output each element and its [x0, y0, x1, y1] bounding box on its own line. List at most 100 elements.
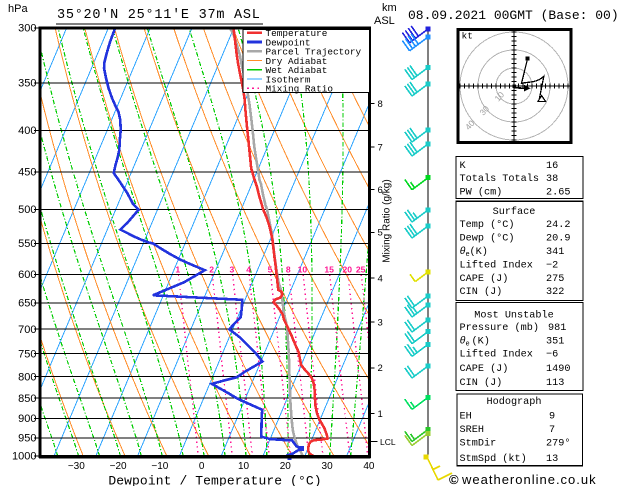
svg-text:CIN (J): CIN (J) — [460, 377, 503, 389]
svg-text:Isotherm: Isotherm — [266, 75, 311, 86]
svg-text:650: 650 — [18, 298, 36, 310]
svg-text:(K): (K) — [472, 336, 490, 348]
svg-text:Parcel Trajectory: Parcel Trajectory — [266, 47, 362, 58]
svg-text:1: 1 — [175, 265, 180, 275]
svg-text:1490: 1490 — [546, 364, 570, 375]
svg-text:900: 900 — [18, 413, 36, 425]
svg-text:−20: −20 — [110, 461, 127, 472]
svg-text:10: 10 — [238, 461, 250, 472]
svg-text:e: e — [466, 341, 470, 349]
svg-text:CIN (J): CIN (J) — [460, 286, 503, 298]
svg-text:113: 113 — [546, 378, 564, 389]
svg-text:Lifted Index: Lifted Index — [460, 259, 533, 271]
svg-text:Wet Adiabat: Wet Adiabat — [266, 65, 328, 76]
svg-text:600: 600 — [18, 269, 36, 281]
svg-text:8: 8 — [286, 265, 291, 275]
svg-text:322: 322 — [546, 287, 564, 298]
svg-text:7: 7 — [549, 425, 555, 436]
svg-text:StmDir: StmDir — [460, 438, 497, 450]
svg-text:0: 0 — [199, 461, 205, 472]
svg-text:Totals Totals: Totals Totals — [460, 173, 539, 185]
svg-text:5: 5 — [378, 228, 383, 239]
svg-text:e: e — [466, 251, 470, 259]
svg-text:Temp (°C): Temp (°C) — [460, 219, 515, 231]
svg-text:350: 350 — [18, 77, 36, 89]
svg-text:850: 850 — [18, 393, 36, 405]
svg-text:16: 16 — [546, 161, 558, 172]
svg-text:Pressure (mb): Pressure (mb) — [460, 322, 539, 334]
svg-text:13: 13 — [546, 454, 558, 465]
svg-text:weatheronline.co.uk: weatheronline.co.uk — [461, 472, 597, 486]
svg-text:351: 351 — [546, 337, 564, 348]
svg-text:700: 700 — [18, 324, 36, 336]
svg-text:275: 275 — [546, 274, 564, 285]
svg-text:Dewpoint / Temperature (°C): Dewpoint / Temperature (°C) — [108, 474, 321, 486]
svg-text:4: 4 — [378, 273, 383, 284]
svg-text:K: K — [460, 161, 467, 172]
svg-text:10: 10 — [298, 265, 308, 275]
svg-text:EH: EH — [460, 412, 472, 423]
svg-text:2: 2 — [378, 363, 383, 374]
svg-text:30: 30 — [322, 461, 334, 472]
svg-text:StmSpd (kt): StmSpd (kt) — [460, 453, 527, 465]
svg-text:−2: −2 — [546, 260, 558, 271]
svg-text:Most Unstable: Most Unstable — [474, 309, 553, 321]
svg-text:20: 20 — [343, 265, 353, 275]
svg-text:24.2: 24.2 — [546, 220, 570, 231]
svg-text:Mixing Ratio: Mixing Ratio — [266, 84, 334, 95]
svg-text:300: 300 — [18, 23, 36, 35]
svg-text:Hodograph: Hodograph — [486, 396, 541, 408]
svg-text:θ: θ — [460, 246, 466, 258]
svg-text:400: 400 — [18, 125, 36, 137]
svg-text:−10: −10 — [151, 461, 168, 472]
svg-text:4: 4 — [246, 265, 251, 275]
svg-text:(K): (K) — [470, 246, 488, 258]
svg-text:800: 800 — [18, 371, 36, 383]
svg-text:08.09.2021 00GMT (Base: 00): 08.09.2021 00GMT (Base: 00) — [408, 8, 619, 23]
svg-text:−6: −6 — [546, 350, 558, 361]
svg-text:Dry Adiabat: Dry Adiabat — [266, 56, 328, 67]
svg-text:3: 3 — [378, 318, 383, 329]
svg-text:9: 9 — [549, 412, 555, 423]
svg-text:2.65: 2.65 — [546, 187, 570, 198]
svg-text:981: 981 — [548, 323, 566, 334]
svg-text:15: 15 — [324, 265, 334, 275]
svg-text:km: km — [382, 2, 397, 14]
svg-text:©: © — [449, 472, 459, 486]
svg-text:PW (cm): PW (cm) — [460, 186, 503, 198]
svg-text:950: 950 — [18, 432, 36, 444]
svg-text:20: 20 — [280, 461, 292, 472]
svg-text:θ: θ — [460, 336, 466, 348]
svg-text:kt: kt — [462, 31, 473, 42]
svg-text:Mixing Ratio (g/kg): Mixing Ratio (g/kg) — [382, 179, 393, 262]
svg-text:500: 500 — [18, 204, 36, 216]
svg-text:7: 7 — [378, 142, 383, 153]
svg-text:3: 3 — [230, 265, 235, 275]
svg-text:450: 450 — [18, 167, 36, 179]
svg-text:−30: −30 — [68, 461, 85, 472]
svg-text:20.9: 20.9 — [546, 234, 570, 245]
svg-text:1000: 1000 — [12, 451, 36, 463]
svg-text:CAPE (J): CAPE (J) — [460, 363, 509, 375]
svg-text:279°: 279° — [546, 438, 570, 450]
svg-text:ASL: ASL — [374, 15, 395, 27]
svg-text:Temperature: Temperature — [266, 28, 328, 39]
svg-text:8: 8 — [378, 99, 383, 110]
svg-text:hPa: hPa — [8, 3, 28, 15]
svg-text:25: 25 — [356, 265, 366, 275]
svg-text:CAPE (J): CAPE (J) — [460, 273, 509, 285]
svg-text:550: 550 — [18, 238, 36, 250]
svg-text:750: 750 — [18, 348, 36, 360]
svg-text:Lifted Index: Lifted Index — [460, 349, 533, 361]
svg-text:1: 1 — [378, 409, 383, 420]
svg-text:38: 38 — [546, 174, 558, 185]
svg-text:Dewpoint: Dewpoint — [266, 37, 311, 48]
svg-text:40: 40 — [363, 461, 375, 472]
svg-text:5: 5 — [268, 265, 273, 275]
svg-text:2: 2 — [209, 265, 214, 275]
svg-text:Dewp (°C): Dewp (°C) — [460, 233, 515, 245]
svg-text:SREH: SREH — [460, 425, 484, 436]
svg-text:6: 6 — [378, 185, 383, 196]
svg-text:341: 341 — [546, 247, 564, 258]
svg-text:Surface: Surface — [493, 206, 536, 218]
